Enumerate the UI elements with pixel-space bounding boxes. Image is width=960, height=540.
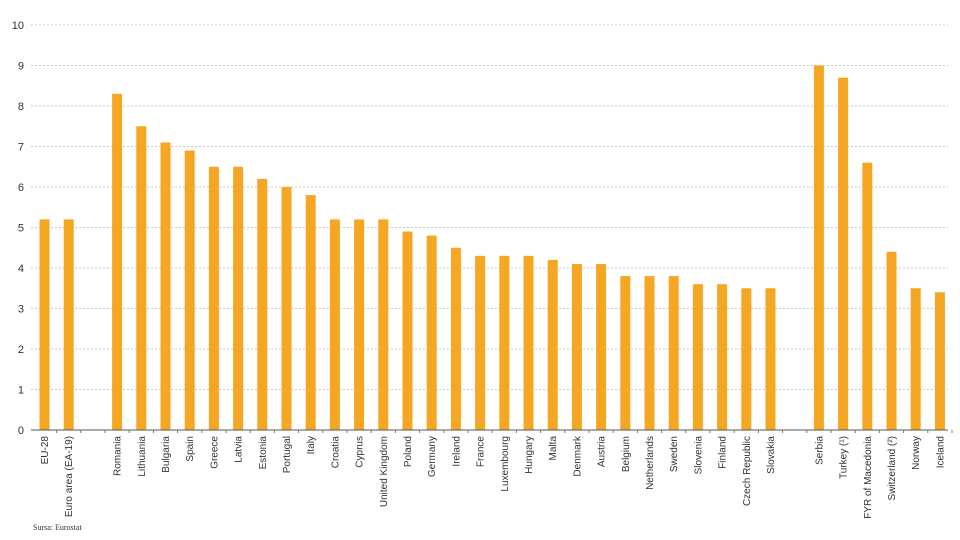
bar <box>233 166 244 430</box>
y-tick-label: 7 <box>18 142 24 154</box>
x-tick-label: Lithuania <box>137 436 148 477</box>
x-tick-label: Sweden <box>669 436 680 472</box>
bar <box>571 263 582 430</box>
x-tick-label: Greece <box>209 436 220 469</box>
x-tick-label: Euro area (EA-19) <box>64 436 75 517</box>
x-tick-label: Slovakia <box>766 436 777 474</box>
bar <box>184 150 195 431</box>
x-tick-label: Czech Republic <box>742 436 753 506</box>
bar <box>813 65 824 430</box>
y-tick-label: 2 <box>18 344 24 356</box>
y-tick-label: 8 <box>18 101 24 113</box>
x-tick-label: Hungary <box>524 436 535 474</box>
x-tick-label: Serbia <box>814 436 825 465</box>
bar <box>717 284 728 430</box>
bar <box>305 195 316 430</box>
x-tick-label: Germany <box>427 436 438 477</box>
x-tick-label: Netherlands <box>645 436 656 490</box>
x-tick-label: Cyprus <box>355 436 366 468</box>
x-tick-label: Latvia <box>234 436 245 463</box>
x-tick-label: Denmark <box>572 435 583 477</box>
bar <box>112 93 123 430</box>
x-tick-label: Portugal <box>282 436 293 473</box>
x-tick-label: Luxembourg <box>500 436 511 492</box>
bar <box>692 284 703 430</box>
y-tick-label: 5 <box>18 223 24 235</box>
y-tick-label: 9 <box>18 61 24 73</box>
x-tick-label: Austria <box>597 436 608 468</box>
x-tick-label: France <box>476 436 487 468</box>
x-tick-label: EU-28 <box>40 436 51 465</box>
bar <box>257 178 268 430</box>
bar <box>741 288 752 430</box>
bar <box>475 255 486 430</box>
y-tick-label: 4 <box>18 263 24 275</box>
y-tick-label: 3 <box>18 304 24 316</box>
bar <box>402 231 413 430</box>
bar <box>620 276 631 430</box>
bar <box>765 288 776 430</box>
bar <box>547 259 558 430</box>
x-tick-label: Estonia <box>258 436 269 470</box>
x-tick-label: Belgium <box>621 436 632 472</box>
bar <box>136 126 147 430</box>
x-tick-label: Italy <box>306 436 317 454</box>
source-note: Sursa: Eurostat <box>33 523 82 532</box>
bar <box>499 255 510 430</box>
bars <box>39 65 945 431</box>
bar <box>934 292 945 430</box>
x-tick-label: United Kingdom <box>379 436 390 507</box>
bar <box>354 219 365 430</box>
gridlines <box>31 24 948 390</box>
x-tick-label: Spain <box>185 436 196 462</box>
x-tick-label: Malta <box>548 436 559 461</box>
y-tick-label: 10 <box>12 20 24 32</box>
x-tick-label: Turkey (¹) <box>839 436 850 479</box>
bar <box>208 166 219 430</box>
x-tick-label: Croatia <box>330 436 341 469</box>
x-tick-label: Switzerland (²) <box>887 436 898 500</box>
y-axis-ticks: 0 1 2 3 4 5 6 7 8 9 10 <box>12 20 24 437</box>
bar <box>886 251 897 430</box>
bar <box>329 219 340 430</box>
bar <box>910 288 921 430</box>
x-tick-label: Poland <box>403 436 414 467</box>
y-tick-label: 1 <box>18 385 24 397</box>
bar <box>378 219 389 430</box>
x-tick-label: Ireland <box>451 436 462 467</box>
bar <box>281 187 292 430</box>
bar <box>838 77 849 431</box>
x-tick-label: Bulgaria <box>161 436 172 473</box>
x-tick-label: Finland <box>718 436 729 469</box>
bar <box>63 219 74 430</box>
x-axis-ticks: EU-28 Euro area (EA-19) Romania Lithuania Bu… <box>40 430 953 519</box>
bar <box>596 263 607 430</box>
y-tick-label: 6 <box>18 182 24 194</box>
x-tick-label: FYR of Macedonia <box>863 436 874 519</box>
bar <box>668 276 679 430</box>
x-tick-label: Iceland <box>935 436 946 468</box>
y-tick-label: 0 <box>18 425 24 437</box>
bar <box>862 162 873 430</box>
bar <box>523 255 534 430</box>
bar <box>39 219 50 430</box>
bar <box>426 235 437 430</box>
x-tick-label: Slovenia <box>693 436 704 475</box>
x-tick-label: Romania <box>113 436 124 476</box>
x-tick-label: Norway <box>911 436 922 470</box>
bar <box>644 276 655 430</box>
bar <box>160 142 171 430</box>
bar <box>450 247 461 430</box>
